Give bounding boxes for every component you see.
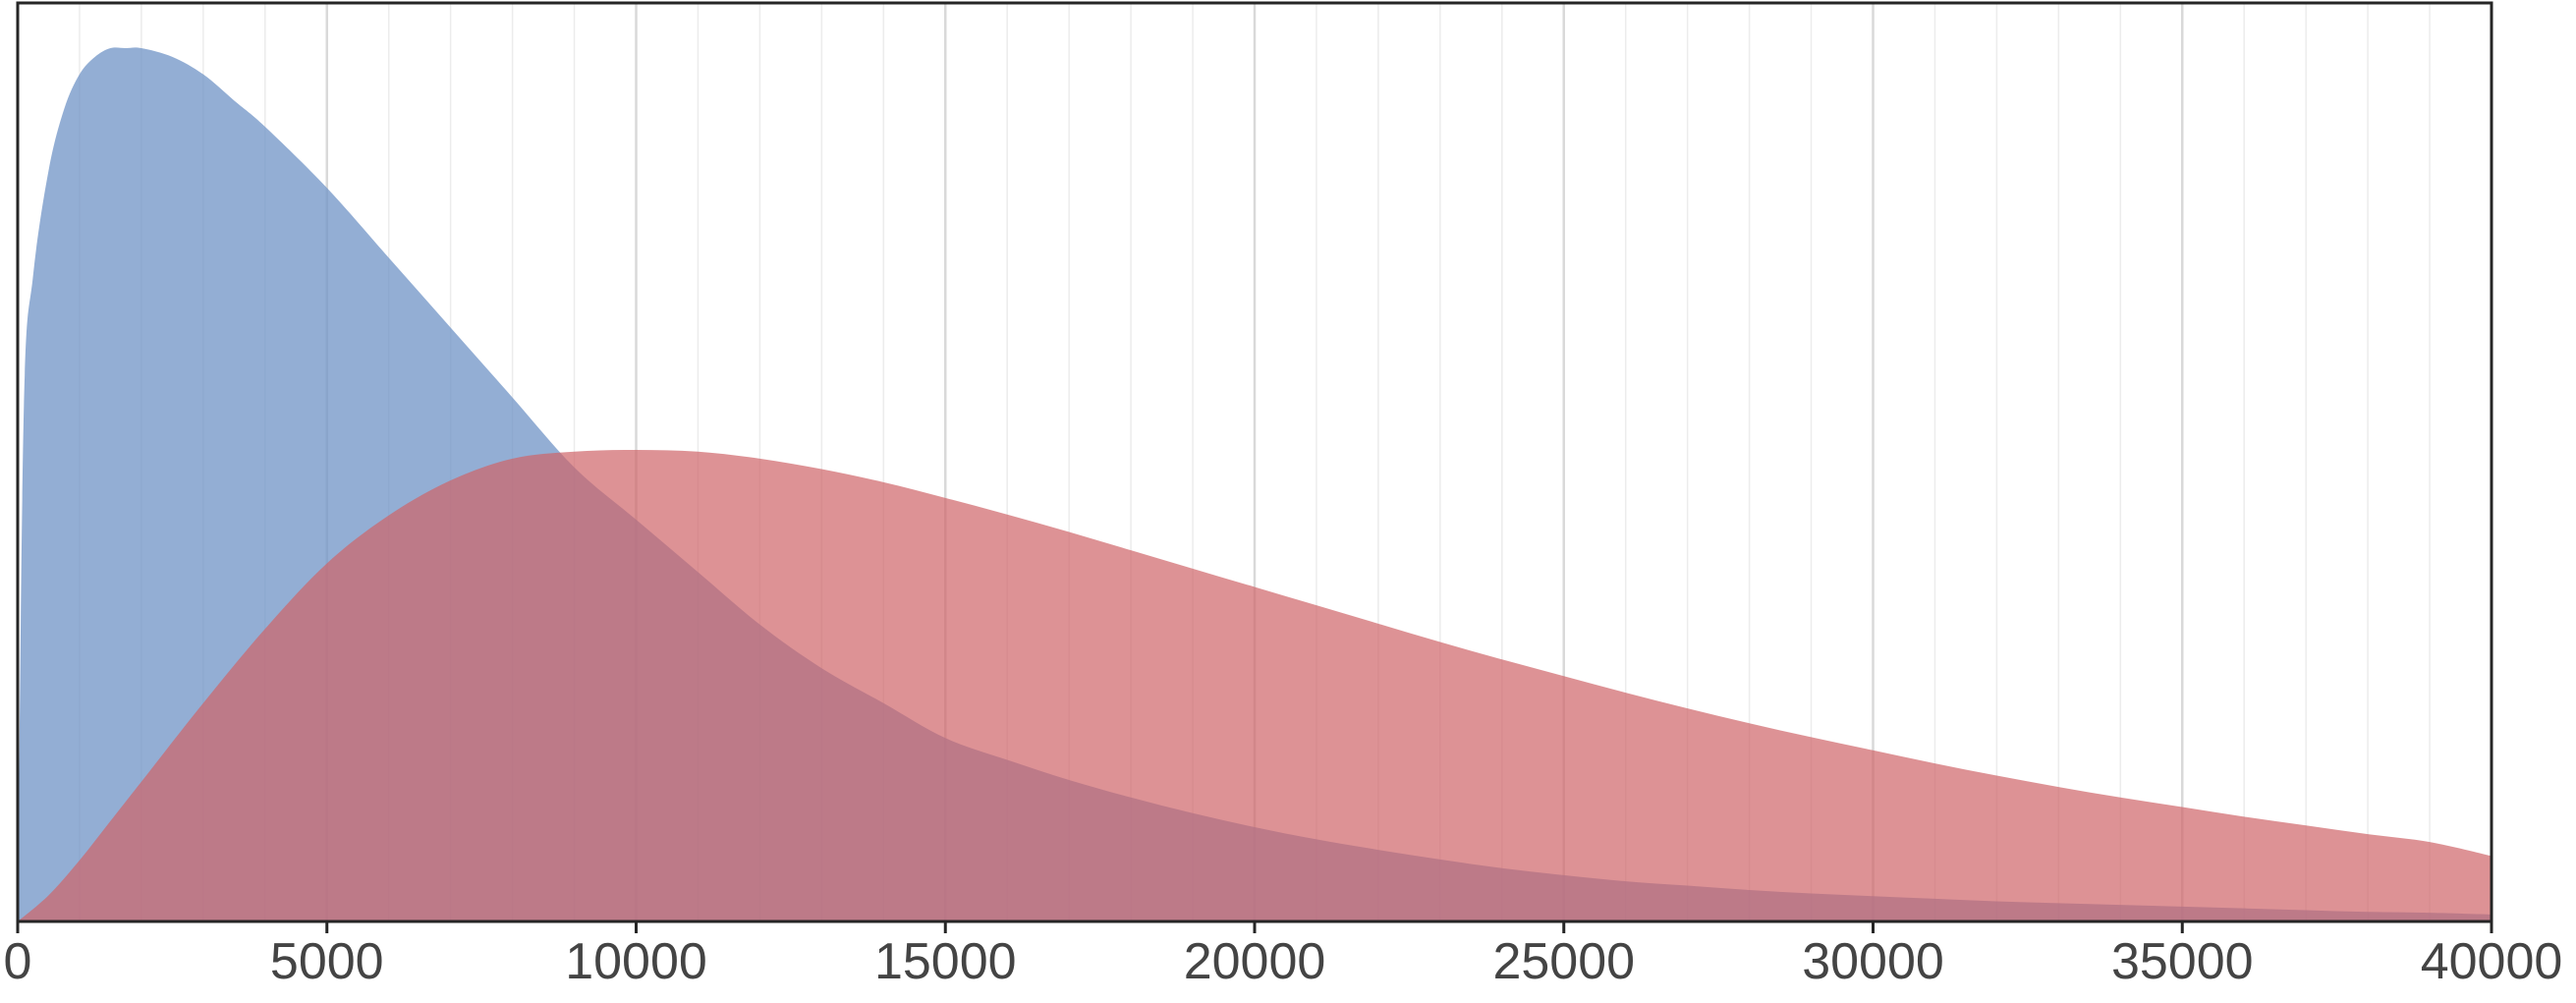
x-tick-label: 15000: [874, 933, 1017, 990]
x-tick-label: 25000: [1492, 933, 1635, 990]
series-areas: [18, 47, 2492, 921]
x-tick-label: 40000: [2421, 933, 2563, 990]
x-tick-label: 0: [4, 933, 32, 990]
series-area-2: [18, 449, 2492, 921]
x-tick-label: 10000: [565, 933, 707, 990]
x-tick-label: 30000: [1802, 933, 1944, 990]
x-tick-label: 20000: [1184, 933, 1326, 990]
x-tick-label: 35000: [2111, 933, 2254, 990]
x-axis-ticks: 0 5000 10000 15000 20000 25000 30000 35000 40000: [4, 921, 2563, 990]
x-tick-label: 5000: [270, 933, 384, 990]
